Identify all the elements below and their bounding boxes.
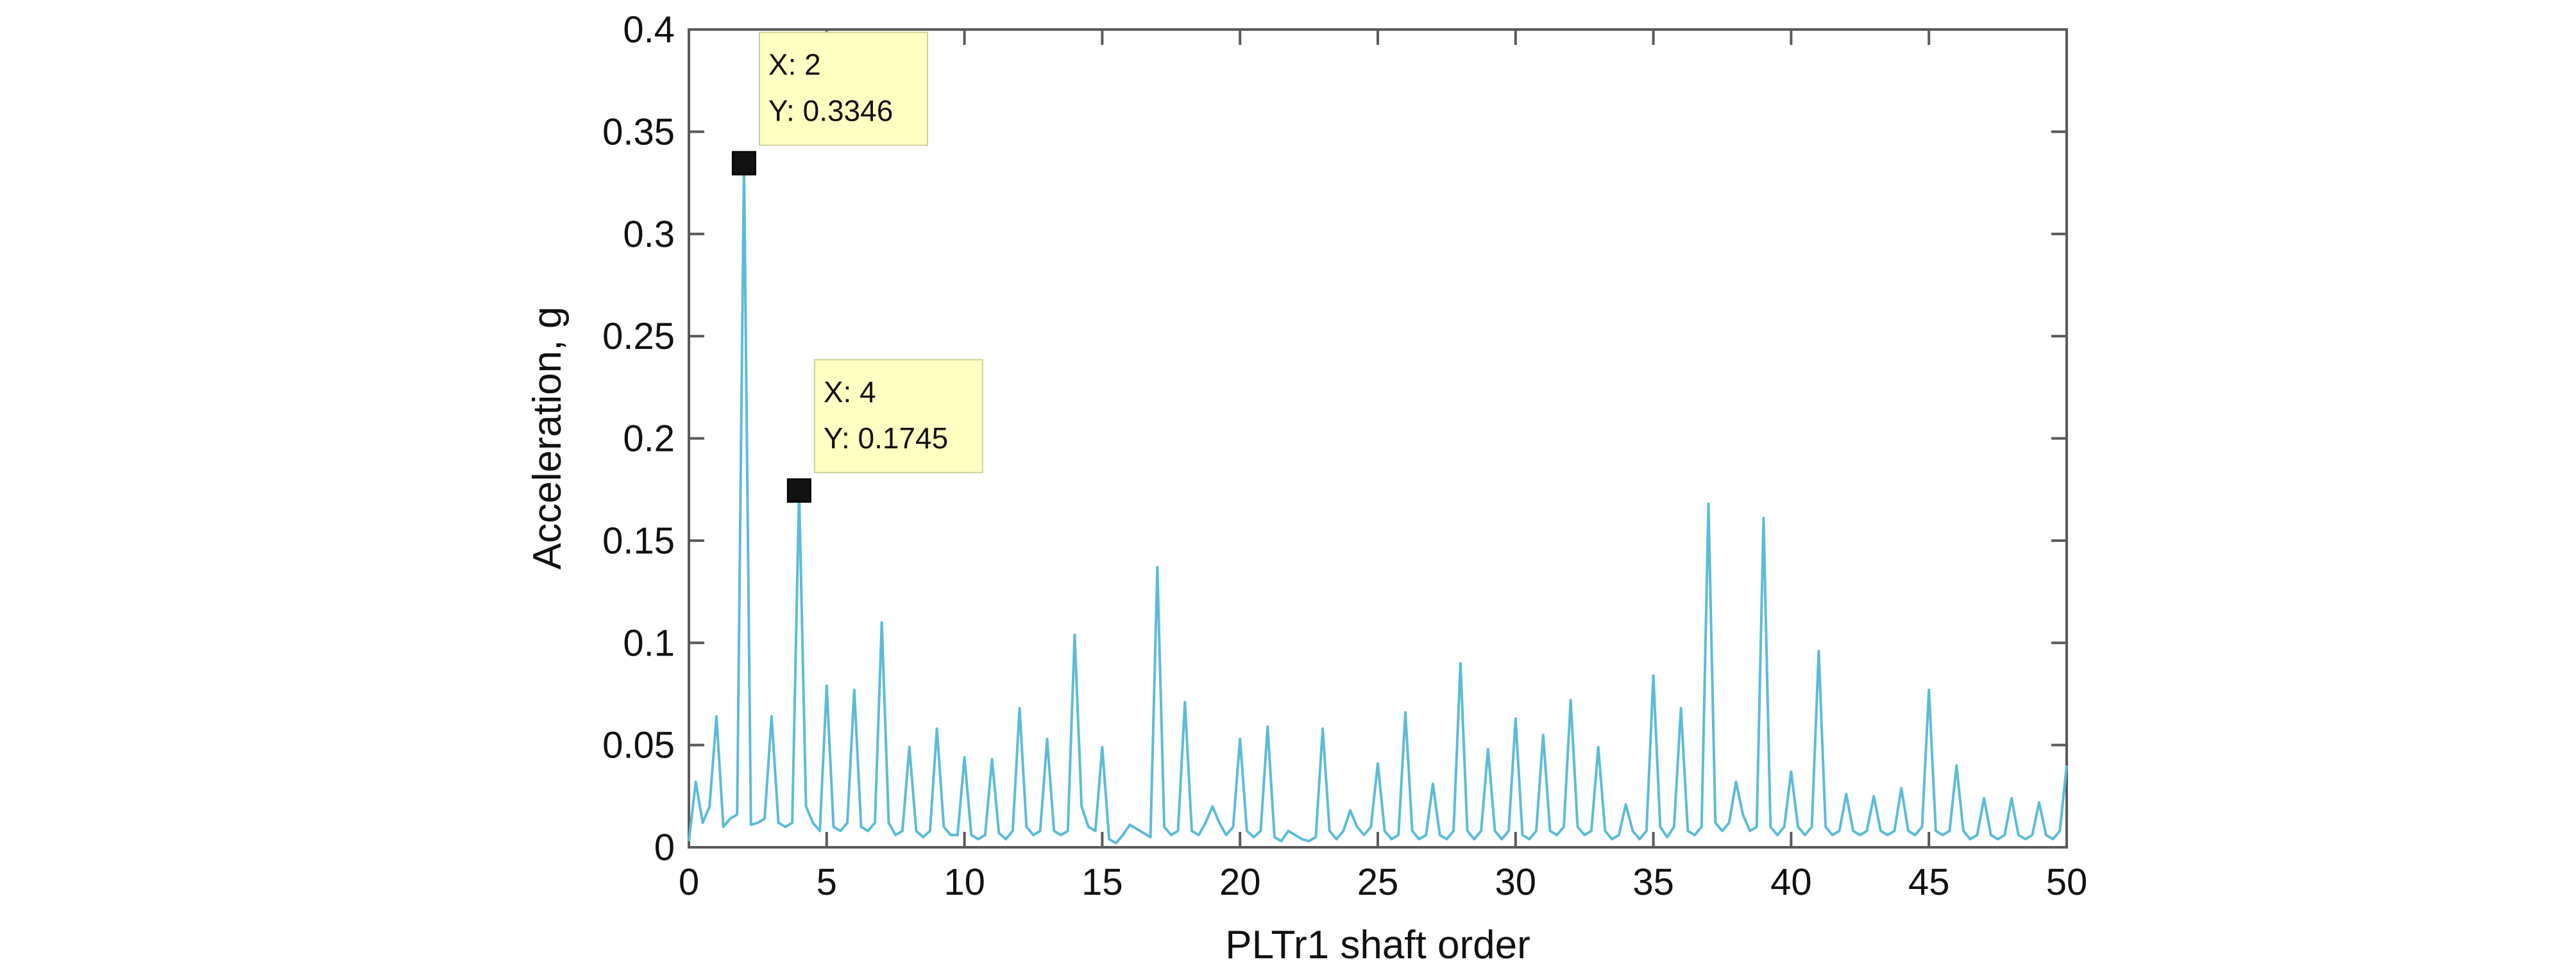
- data-tip-y: Y: 0.3346: [768, 94, 893, 127]
- data-tip-x: X: 4: [824, 375, 876, 409]
- x-tick-label: 45: [1908, 861, 1950, 903]
- data-tip-y: Y: 0.1745: [824, 421, 948, 455]
- x-tick-label: 35: [1632, 861, 1674, 903]
- data-tips: X: 2 Y: 0.3346 X: 4 Y: 0.1745: [731, 31, 983, 503]
- y-tick-label: 0.35: [602, 111, 675, 153]
- y-tick-label: 0.05: [602, 725, 675, 766]
- y-tick-label: 0: [654, 827, 675, 868]
- x-tick-label: 25: [1357, 861, 1399, 903]
- y-tick-label: 0.15: [602, 520, 675, 562]
- data-tip-box: [758, 31, 928, 146]
- x-tick-label: 15: [1081, 861, 1123, 903]
- x-tick-label: 40: [1770, 861, 1812, 903]
- data-tip-marker: [731, 151, 756, 176]
- x-axis-label: PLTr1 shaft order: [1225, 923, 1530, 967]
- y-tick-label: 0.2: [623, 418, 675, 460]
- y-tick-label: 0.4: [623, 9, 675, 51]
- y-tick-label: 0.1: [623, 622, 675, 664]
- x-tick-label: 20: [1219, 861, 1261, 903]
- data-tip-box: [813, 359, 983, 473]
- y-tick-label: 0.3: [623, 214, 675, 255]
- y-tick-label: 0.25: [602, 316, 675, 357]
- data-tip: X: 4 Y: 0.1745: [786, 359, 983, 503]
- data-tip-marker: [786, 478, 811, 503]
- tick-labels: 0 5 10 15 20 25 30 35 40 45 50 0 0.05 0.1 0.15 0.2 0.25 0…: [602, 9, 2087, 903]
- data-tip-x: X: 2: [768, 47, 821, 81]
- x-tick-label: 10: [944, 861, 985, 903]
- x-tick-label: 5: [817, 861, 837, 903]
- series-line: [688, 162, 2068, 845]
- x-tick-label: 0: [679, 861, 699, 903]
- y-axis-label: Acceleration, g: [525, 307, 570, 570]
- data-tip: X: 2 Y: 0.3346: [731, 31, 928, 176]
- x-tick-label: 50: [2046, 861, 2088, 903]
- x-tick-label: 30: [1495, 861, 1537, 903]
